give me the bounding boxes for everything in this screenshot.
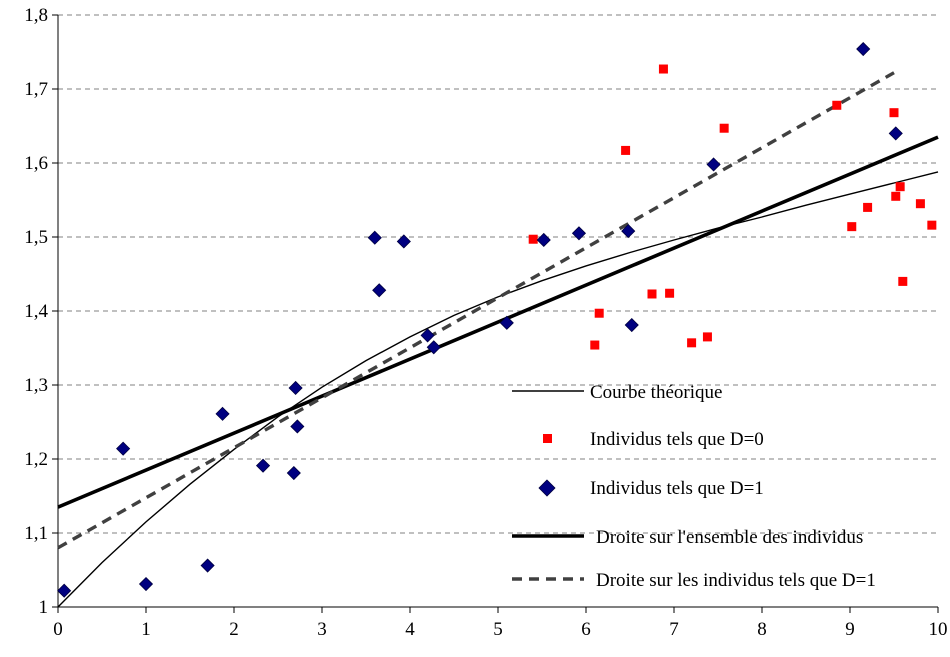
series-line-fit-all: [57, 135, 939, 509]
x-tick-label: 4: [405, 619, 415, 640]
x-tick-label: 8: [757, 619, 767, 640]
x-tick-label: 2: [229, 619, 239, 640]
y-tick-label: 1,6: [24, 153, 48, 174]
x-tick-label: 9: [845, 619, 855, 640]
legend: Courbe théorique Individus tels que D=0 …: [512, 382, 876, 591]
point-d0: [621, 145, 631, 155]
series-curve-theoretical: [57, 171, 939, 608]
x-tick-label: 3: [317, 619, 327, 640]
point-d1: [396, 234, 411, 249]
y-tick-label: 1,3: [24, 375, 48, 396]
legend-swatch-d0: [543, 434, 552, 443]
y-tick-label: 1,5: [24, 227, 48, 248]
y-tick-label: 1: [39, 597, 49, 618]
series-layer: [57, 41, 939, 608]
point-d1: [367, 230, 382, 245]
point-d1: [215, 406, 230, 421]
point-d1: [116, 441, 131, 456]
point-d0: [915, 199, 925, 209]
legend-label-d0: Individus tels que D=0: [590, 429, 764, 450]
x-tick-label: 5: [493, 619, 503, 640]
point-d1: [706, 157, 721, 172]
legend-label-d1: Individus tels que D=1: [590, 478, 764, 499]
point-d1: [426, 340, 441, 355]
x-tick-label: 1: [141, 619, 151, 640]
y-tick-label: 1,8: [24, 5, 48, 26]
point-d0: [832, 100, 842, 110]
y-tick-label: 1,1: [24, 523, 48, 544]
point-d1: [499, 315, 514, 330]
x-tick-label: 6: [581, 619, 591, 640]
point-d1: [624, 317, 639, 333]
point-d0: [658, 64, 668, 74]
point-d1: [571, 226, 587, 241]
point-d0: [895, 182, 905, 192]
point-d1: [288, 380, 303, 396]
point-d0: [590, 340, 600, 350]
point-d1: [138, 576, 154, 592]
point-d0: [594, 308, 604, 318]
point-d1: [372, 283, 387, 298]
legend-label-theoretical: Courbe théorique: [590, 382, 722, 403]
point-d0: [687, 338, 697, 348]
point-d1: [57, 583, 72, 598]
point-d1: [856, 41, 871, 57]
grid-layer: [58, 14, 938, 534]
legend-label-fit-all: Droite sur l'ensemble des individus: [596, 527, 863, 548]
x-tick-label: 7: [669, 619, 679, 640]
y-tick-label: 1,2: [24, 449, 48, 470]
y-tick-label: 1,4: [24, 301, 48, 322]
point-d1: [290, 419, 305, 434]
point-d0: [528, 234, 538, 244]
point-d0: [702, 332, 712, 342]
point-d0: [719, 123, 729, 133]
point-d1: [621, 224, 636, 239]
y-tick-label: 1,7: [24, 79, 48, 100]
legend-swatch-d1: [538, 479, 556, 497]
point-d1: [536, 232, 551, 248]
point-d1: [286, 465, 301, 481]
point-d1: [200, 558, 215, 573]
point-d0: [863, 202, 873, 212]
point-d1: [420, 328, 435, 343]
point-d1: [888, 126, 903, 141]
point-d0: [665, 288, 675, 298]
point-d0: [927, 220, 937, 230]
series-line-fit-d1: [57, 71, 895, 550]
point-d0: [898, 276, 908, 286]
point-d0: [891, 191, 901, 201]
point-d0: [889, 108, 899, 118]
legend-label-fit-d1: Droite sur les individus tels que D=1: [596, 570, 876, 591]
axes-layer: 11,11,21,31,41,51,61,71,80 1 2 3 4 5 6 7 8 9 10: [24, 5, 947, 640]
x-tick-label: 0: [53, 619, 63, 640]
point-d1: [255, 458, 271, 473]
point-d0: [847, 222, 857, 232]
x-tick-label: 10: [929, 619, 948, 640]
point-d0: [647, 289, 657, 299]
